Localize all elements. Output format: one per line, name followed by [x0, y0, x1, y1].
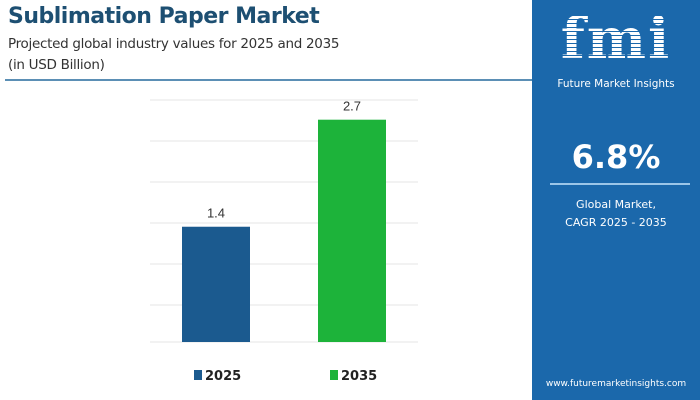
fmi-logo: fmi: [532, 8, 700, 70]
chart-subtitle: Projected global industry values for 202…: [8, 34, 339, 76]
bar-chart: 1.4 2025 2.7 2035: [150, 99, 418, 384]
subtitle-line-1: Projected global industry values for 202…: [8, 36, 340, 52]
legend-swatch-2025: [194, 370, 202, 380]
bar-2035: [318, 119, 386, 342]
cagr-label-line-2: CAGR 2025 - 2035: [565, 216, 667, 229]
legend-label-2035: 2035: [341, 369, 377, 384]
subtitle-line-2: (in USD Billion): [8, 57, 105, 73]
info-panel: fmi Future Market Insights 6.8% Global M…: [532, 0, 700, 400]
brand-name: Future Market Insights: [557, 78, 675, 90]
legend-swatch-2035: [330, 370, 338, 380]
cagr-label: Global Market, CAGR 2025 - 2035: [532, 196, 700, 232]
legend-label-2025: 2025: [205, 369, 241, 384]
chart-title: Sublimation Paper Market: [8, 4, 320, 29]
cagr-value: 6.8%: [571, 138, 661, 176]
panel-divider: [550, 183, 690, 185]
data-label-2025: 1.4: [207, 206, 225, 221]
cagr-label-line-1: Global Market,: [576, 198, 656, 211]
data-label-2035: 2.7: [343, 99, 361, 114]
website-link[interactable]: www.futuremarketinsights.com: [545, 379, 687, 389]
header-divider: [5, 79, 533, 81]
bar-2025: [182, 226, 250, 342]
